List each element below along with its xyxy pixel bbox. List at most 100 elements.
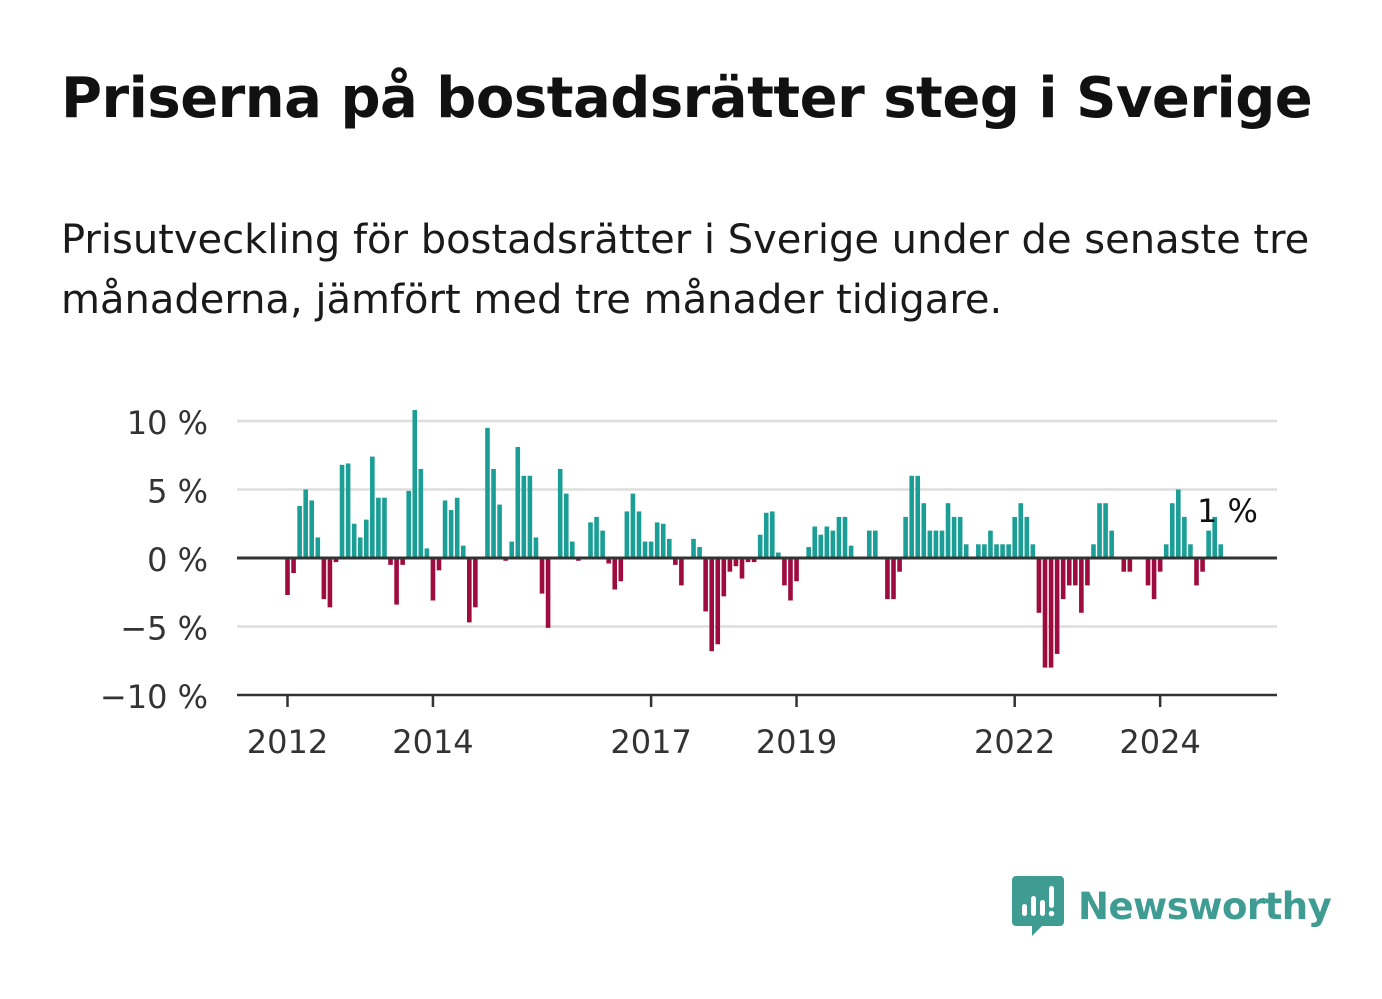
bar: [1000, 544, 1005, 558]
bar-chart-speech-bubble-icon: [1012, 876, 1064, 936]
x-tick-label: 2017: [610, 723, 691, 761]
bar: [491, 468, 496, 558]
bar: [382, 497, 387, 558]
bar: [794, 558, 799, 582]
bar: [357, 537, 363, 558]
bar: [836, 516, 842, 558]
x-tick-label: 2019: [756, 723, 837, 761]
y-tick-label: 0 %: [147, 541, 208, 579]
bar: [1176, 489, 1181, 558]
bar: [351, 523, 357, 558]
bar: [424, 548, 430, 558]
bar: [957, 516, 963, 558]
bar: [788, 558, 793, 601]
bar: [315, 537, 321, 558]
bar: [806, 547, 811, 558]
bar: [309, 500, 315, 558]
bar: [460, 545, 466, 558]
bar: [697, 547, 702, 558]
bar: [933, 530, 939, 558]
bar: [618, 558, 624, 582]
x-tick-label: 2022: [974, 723, 1055, 761]
bar: [721, 558, 727, 597]
bar: [1182, 516, 1187, 558]
bar: [666, 538, 672, 558]
chart-title: Priserna på bostadsrätter steg i Sverige: [61, 66, 1313, 131]
bar: [994, 544, 999, 558]
bar: [291, 558, 296, 574]
bar: [679, 558, 684, 586]
bar: [1042, 558, 1048, 668]
bar: [454, 497, 460, 558]
bar: [739, 558, 745, 579]
bar: [473, 558, 478, 608]
bar: [533, 537, 539, 558]
bar: [321, 558, 327, 600]
bar: [976, 544, 981, 558]
x-tick-label: 2014: [392, 723, 473, 761]
bar: [654, 522, 660, 558]
bar: [430, 558, 436, 601]
bar: [642, 541, 648, 558]
x-tick-label: 2012: [247, 723, 328, 761]
last-value-label: 1 %: [1197, 492, 1258, 530]
bar: [339, 464, 345, 558]
bar: [873, 530, 878, 558]
bar: [467, 558, 472, 623]
gridlines: [237, 419, 1277, 628]
bar: [703, 558, 708, 612]
axes: [237, 556, 1277, 707]
bar: [509, 541, 515, 558]
bar: [1151, 558, 1157, 600]
bar: [1066, 558, 1072, 586]
bar: [1109, 530, 1114, 558]
bar: [1030, 544, 1036, 558]
bar: [588, 522, 593, 558]
bar: [673, 558, 678, 565]
y-tick-label: 10 %: [127, 404, 208, 442]
bar: [442, 500, 448, 558]
bar: [848, 545, 854, 558]
bar: [770, 511, 775, 558]
bar: [570, 541, 575, 558]
bar: [612, 558, 618, 590]
bar: [285, 558, 290, 595]
bar: [1054, 558, 1060, 654]
bar: [1012, 516, 1017, 558]
bar: [1097, 503, 1102, 558]
y-tick-label: −10 %: [100, 678, 208, 716]
bar: [527, 475, 533, 558]
bar: [751, 558, 757, 563]
bar: [1048, 558, 1054, 668]
bar: [909, 475, 914, 558]
bar: [436, 558, 442, 571]
bar: [1079, 558, 1084, 613]
bar: [733, 558, 739, 567]
y-tick-label: −5 %: [120, 610, 208, 648]
bar: [327, 558, 333, 608]
bar: [1169, 503, 1175, 558]
bar: [563, 493, 569, 558]
bar: [1200, 558, 1205, 572]
bar: [727, 558, 733, 572]
bar: [660, 523, 666, 558]
bar: [776, 552, 781, 558]
bar: [594, 516, 599, 558]
x-tick-label: 2024: [1119, 723, 1200, 761]
bar: [1036, 558, 1042, 613]
bar: [1121, 558, 1127, 572]
bar: [557, 468, 563, 558]
bar: [624, 511, 630, 558]
bar: [1085, 558, 1090, 586]
bar: [412, 410, 418, 558]
bar: [297, 505, 302, 558]
bar: [885, 558, 890, 600]
bar: [406, 490, 411, 558]
bar: [394, 558, 399, 605]
bar: [1212, 516, 1217, 558]
bar: [1157, 558, 1163, 572]
y-tick-label: 5 %: [147, 473, 208, 511]
bar: [636, 511, 642, 558]
bar: [303, 489, 308, 558]
